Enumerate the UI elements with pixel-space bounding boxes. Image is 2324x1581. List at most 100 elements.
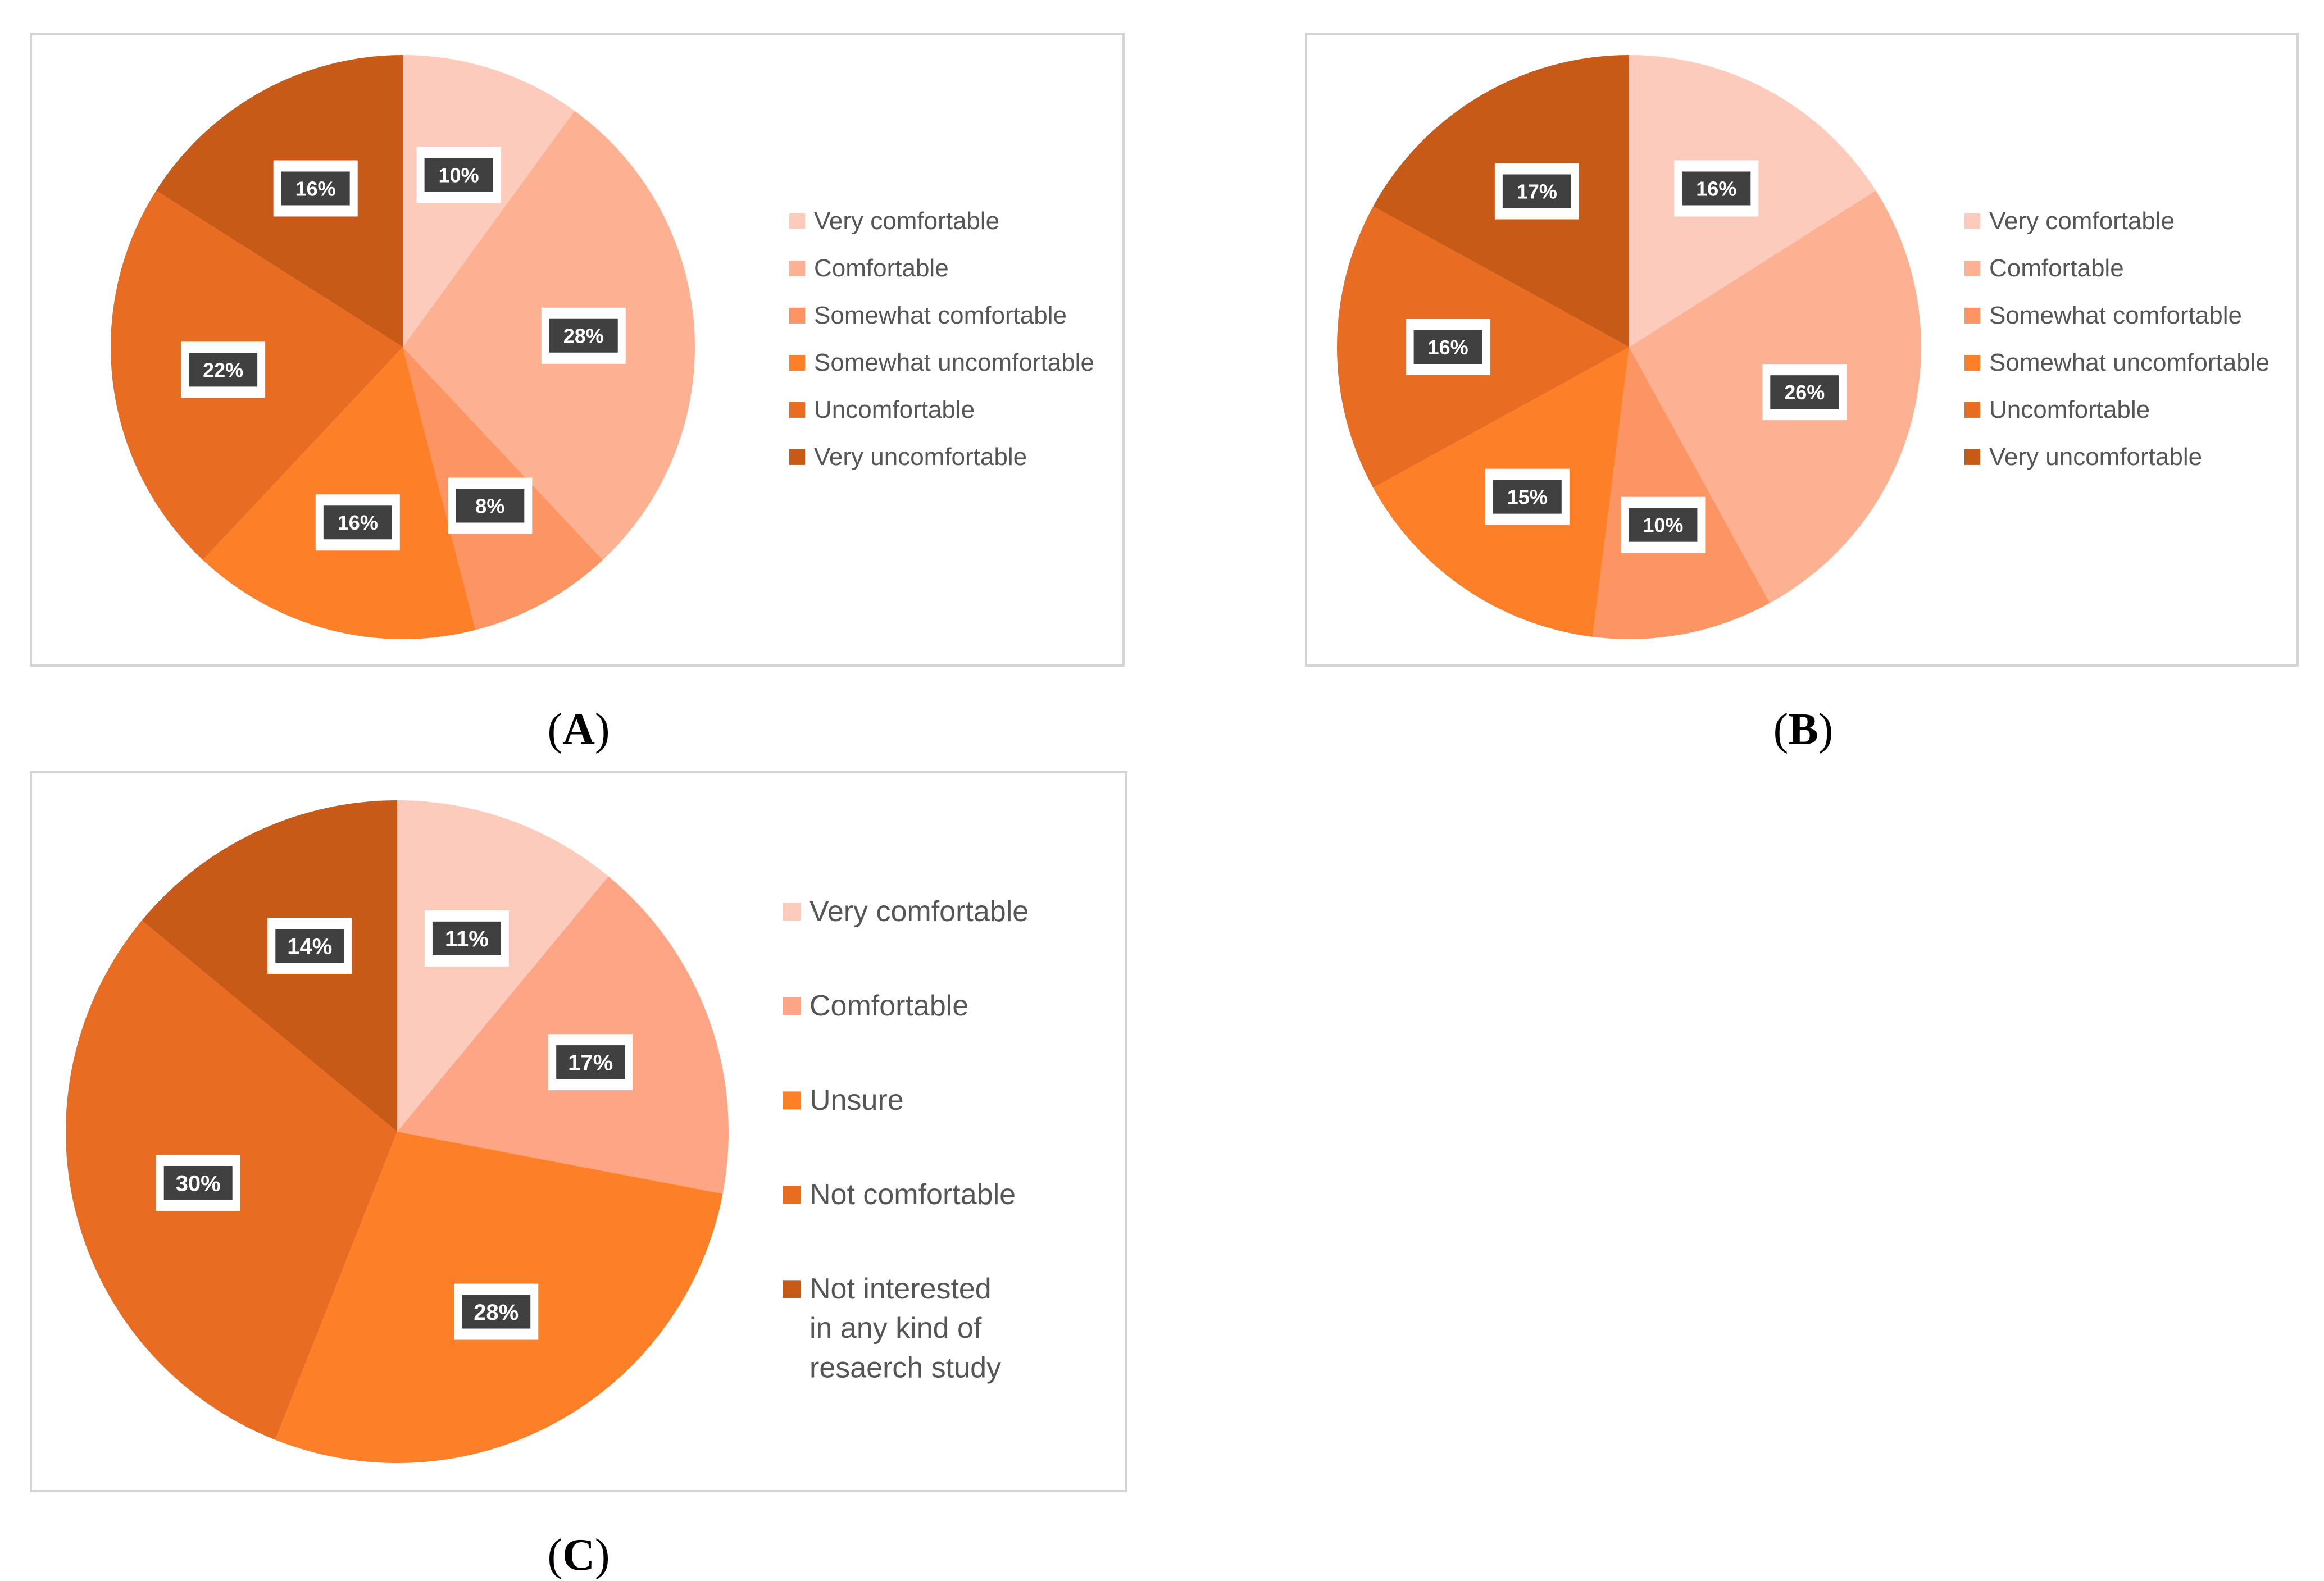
legend-c-item-4: Not comfortable (783, 1178, 1016, 1211)
legend-a-item-2: Comfortable (789, 254, 949, 282)
svg-text:30%: 30% (176, 1171, 221, 1196)
svg-text:28%: 28% (474, 1300, 519, 1325)
svg-text:17%: 17% (1517, 180, 1557, 203)
pie-c-data-label-1: 11% (424, 910, 509, 967)
pie-b-data-label-5: 16% (1406, 319, 1490, 375)
legend-b-swatch-3 (1964, 307, 1980, 324)
legend-a-swatch-2 (789, 260, 805, 276)
pie-c-data-label-5: 14% (267, 918, 352, 974)
legend-c-swatch-2 (783, 997, 801, 1015)
legend-c-swatch-4 (783, 1186, 801, 1204)
chart-panel-b: 16% 26% 10% 15% 16% 17% Very comfortable Comfo… (1305, 33, 2299, 754)
svg-text:16%: 16% (1696, 177, 1736, 200)
pie-b-data-label-1: 16% (1674, 160, 1759, 217)
svg-text:11%: 11% (445, 927, 489, 951)
pie-b-data-label-3: 10% (1621, 496, 1706, 553)
legend-a-item-1: Very comfortable (789, 207, 999, 235)
svg-text:Somewhat comfortable: Somewhat comfortable (1989, 302, 2242, 329)
pie-a-data-label-5: 22% (181, 341, 266, 398)
legend-a: Very comfortable Comfortable Somewhat comf… (789, 207, 1094, 471)
legend-a-item-6: Very uncomfortable (789, 443, 1027, 471)
pie-c: 11% 17% 28% 30% 14% (66, 800, 729, 1464)
svg-text:Comfortable: Comfortable (809, 990, 968, 1022)
pie-c-data-label-4: 30% (156, 1154, 240, 1211)
svg-text:26%: 26% (1784, 381, 1825, 404)
svg-text:16%: 16% (1428, 336, 1468, 359)
legend-b-item-6: Very uncomfortable (1964, 443, 2202, 471)
legend-c-swatch-3 (783, 1091, 801, 1110)
pie-b-data-label-6: 17% (1494, 163, 1579, 220)
legend-b-swatch-6 (1964, 449, 1980, 465)
pie-b-data-label-2: 26% (1762, 364, 1847, 421)
svg-text:Very comfortable: Very comfortable (814, 207, 999, 235)
svg-text:Very comfortable: Very comfortable (809, 895, 1029, 928)
svg-text:17%: 17% (568, 1050, 613, 1075)
svg-text:14%: 14% (287, 934, 332, 959)
pie-b: 16% 26% 10% 15% 16% 17% (1337, 55, 1921, 639)
legend-b-swatch-4 (1964, 354, 1980, 371)
svg-text:Uncomfortable: Uncomfortable (814, 396, 975, 423)
chart-panel-a: 10% 28% 8% 16% 22% 16% Very comfortable Comfor… (30, 33, 1125, 754)
legend-a-item-5: Uncomfortable (789, 396, 975, 423)
legend-b-swatch-5 (1964, 402, 1980, 418)
svg-text:Somewhat uncomfortable: Somewhat uncomfortable (1989, 349, 2270, 376)
svg-text:Somewhat comfortable: Somewhat comfortable (814, 302, 1067, 329)
svg-text:Comfortable: Comfortable (814, 254, 949, 282)
legend-b-swatch-1 (1964, 213, 1980, 229)
legend-a-swatch-1 (789, 213, 805, 229)
svg-text:Unsure: Unsure (809, 1084, 904, 1117)
svg-text:8%: 8% (475, 494, 504, 517)
chart-panel-c: 11% 17% 28% 30% 14% Very comfortable Comforta… (30, 771, 1127, 1580)
legend-c-item-1: Very comfortable (783, 895, 1029, 928)
pie-a-data-label-1: 10% (416, 147, 501, 203)
pie-a-data-label-2: 28% (541, 307, 626, 364)
legend-c: Very comfortable Comfortable Unsure Not com… (783, 895, 1029, 1384)
legend-c-swatch-5 (783, 1280, 801, 1298)
legend-a-swatch-4 (789, 354, 805, 371)
legend-c-item-2: Comfortable (783, 990, 968, 1022)
panel-label-b: (B) (1773, 705, 1834, 754)
pie-c-data-label-3: 28% (454, 1283, 539, 1340)
svg-text:Very uncomfortable: Very uncomfortable (1989, 443, 2202, 471)
legend-b: Very comfortable Comfortable Somewhat comf… (1964, 207, 2270, 471)
svg-text:Comfortable: Comfortable (1989, 254, 2124, 282)
svg-text:16%: 16% (338, 511, 378, 534)
panel-label-a: (A) (547, 705, 610, 754)
svg-text:15%: 15% (1507, 486, 1548, 509)
legend-b-item-3: Somewhat comfortable (1964, 302, 2242, 329)
pie-a-data-label-6: 16% (273, 160, 358, 217)
svg-text:28%: 28% (563, 325, 604, 348)
legend-c-item-5: Not interested in any kind of resaerch stu… (783, 1273, 1001, 1384)
legend-a-swatch-6 (789, 449, 805, 465)
pie-a-data-label-3: 8% (448, 477, 533, 534)
pie-b-data-label-4: 15% (1485, 468, 1570, 525)
pie-c-data-label-2: 17% (548, 1034, 633, 1091)
legend-c-item-3: Unsure (783, 1084, 904, 1117)
pie-a: 10% 28% 8% 16% 22% 16% (111, 55, 695, 639)
legend-b-item-4: Somewhat uncomfortable (1964, 349, 2270, 376)
legend-b-item-2: Comfortable (1964, 254, 2124, 282)
svg-text:10%: 10% (1643, 514, 1683, 537)
legend-a-item-3: Somewhat comfortable (789, 302, 1067, 329)
legend-b-item-5: Uncomfortable (1964, 396, 2150, 423)
svg-text:Somewhat uncomfortable: Somewhat uncomfortable (814, 349, 1094, 376)
pie-a-slice-4 (203, 347, 476, 639)
legend-a-swatch-3 (789, 307, 805, 324)
svg-text:10%: 10% (439, 163, 479, 186)
svg-text:16%: 16% (295, 177, 336, 200)
svg-text:Very comfortable: Very comfortable (1989, 207, 2175, 235)
svg-text:Not comfortable: Not comfortable (809, 1178, 1016, 1211)
pie-b-slice-3 (1592, 347, 1770, 639)
legend-a-item-4: Somewhat uncomfortable (789, 349, 1094, 376)
legend-a-swatch-5 (789, 402, 805, 418)
pie-a-data-label-4: 16% (315, 494, 400, 551)
svg-text:22%: 22% (203, 358, 243, 381)
legend-b-item-1: Very comfortable (1964, 207, 2175, 235)
legend-b-swatch-2 (1964, 260, 1980, 276)
panel-label-c: (C) (547, 1530, 610, 1580)
svg-text:Uncomfortable: Uncomfortable (1989, 396, 2150, 423)
legend-c-swatch-1 (783, 903, 801, 921)
svg-text:Very uncomfortable: Very uncomfortable (814, 443, 1027, 471)
